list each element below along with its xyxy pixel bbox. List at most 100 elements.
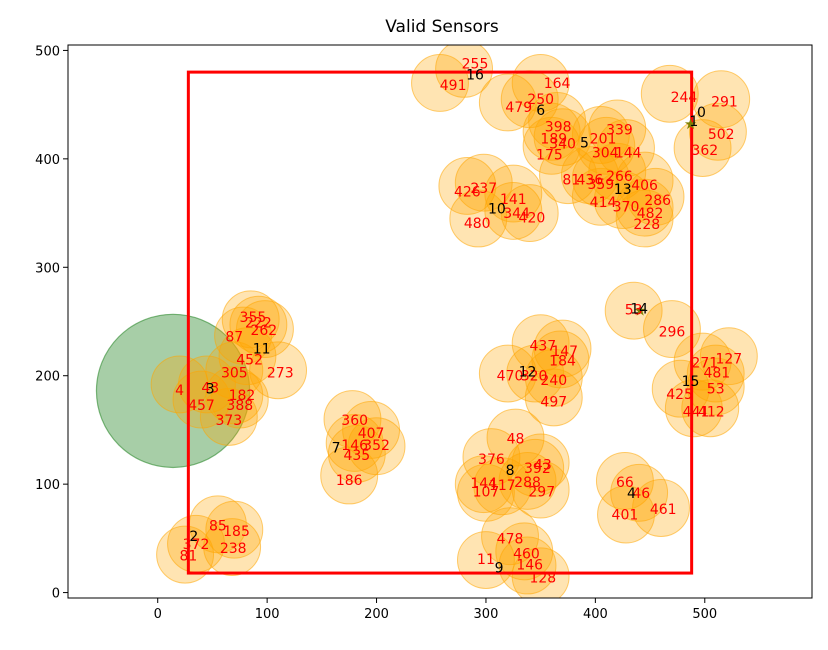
sensor-circle (486, 408, 545, 467)
sensor-label: 46 (632, 486, 650, 502)
sensor-label: 355 (240, 310, 267, 326)
sensor-circle (560, 146, 619, 205)
y-tick-label: 400 (35, 153, 60, 168)
cluster-label: 13 (614, 182, 632, 198)
sensor-label: 414 (590, 195, 617, 211)
y-tick-label: 500 (35, 44, 60, 59)
sensor-circle (626, 167, 685, 226)
sensor-circle (205, 341, 264, 400)
sensor-label: 164 (544, 76, 571, 92)
sensor-label: 291 (711, 94, 738, 110)
sensor-label: 425 (666, 387, 693, 403)
sensor-circle (205, 366, 264, 425)
y-tick-label: 0 (52, 587, 60, 602)
cluster-label: 9 (495, 561, 504, 577)
sensor-circle (686, 357, 745, 416)
sensor-label: 266 (606, 169, 633, 185)
sensor-label: 305 (221, 365, 248, 381)
sensor-circle (205, 500, 264, 559)
sensor-label: 189 (540, 131, 567, 147)
cluster-label: 12 (519, 364, 537, 380)
sensor-label: 461 (650, 502, 677, 518)
sensor-label: 420 (519, 210, 546, 226)
cluster-label: 6 (536, 103, 545, 119)
sensor-label: 238 (220, 541, 247, 557)
sensor-circle (699, 327, 758, 386)
sensor-label: 344 (503, 206, 530, 222)
sensor-circle (664, 379, 723, 438)
sensor-circle (327, 424, 386, 483)
sensor-label: 437 (529, 338, 556, 354)
cluster-label: 14 (630, 301, 648, 317)
sensor-label: 398 (545, 119, 572, 135)
cluster-label: 8 (506, 463, 515, 479)
sensor-label: 376 (478, 452, 505, 468)
cluster-label: 10 (488, 202, 506, 218)
boundary-rectangle (186, 70, 694, 575)
sensor-label: 320 (521, 369, 548, 385)
sensor-label: 141 (500, 192, 527, 208)
sensor-label: 147 (551, 344, 578, 360)
sensor-circle (156, 525, 215, 584)
sensor-label: 144 (470, 476, 497, 492)
x-tick-label: 0 (154, 607, 162, 622)
sensor-label: 66 (616, 475, 634, 491)
sensor-circle (478, 73, 537, 132)
x-tick-label: 200 (364, 607, 389, 622)
sensor-label: 175 (536, 148, 563, 164)
sensor-label: 441 (683, 404, 710, 420)
sensor-circle (500, 184, 559, 243)
sensor-circle (651, 359, 710, 418)
sensor-circle (643, 300, 701, 359)
sensor-label: 185 (223, 524, 250, 540)
sensor-label: 491 (440, 78, 467, 94)
y-tick-label: 300 (35, 261, 60, 276)
sensor-circle (524, 348, 583, 407)
sensor-circle (506, 344, 565, 403)
sensor-label: 426 (454, 184, 481, 200)
sensor-circle (498, 451, 557, 510)
sensor-label: 406 (631, 178, 658, 194)
sensor-label: 250 (527, 92, 554, 108)
sensor-label: 81 (179, 549, 197, 565)
sensor-label: 388 (226, 398, 253, 414)
sensor-label: 87 (225, 330, 243, 346)
sensor-label: 407 (358, 426, 385, 442)
y-tick-label: 200 (35, 370, 60, 385)
sensor-circle (571, 149, 630, 208)
sensor-circle (681, 379, 740, 438)
sensor-label: 339 (606, 123, 633, 139)
sensor-label: 502 (708, 127, 735, 143)
sensor-label: 146 (341, 438, 368, 454)
sensor-circle (498, 536, 557, 595)
sensor-label: 237 (470, 181, 497, 197)
sensor-circle (588, 99, 647, 158)
sensor-label: 182 (229, 388, 256, 404)
sensor-label: 479 (505, 100, 532, 116)
sensor-circle (522, 102, 581, 161)
sensor-label: 53 (625, 303, 643, 319)
sensor-circle (203, 518, 262, 576)
chart-title: Valid Sensors (385, 17, 499, 37)
sensor-circle (235, 300, 294, 359)
sensor-label: 43 (534, 458, 552, 474)
sensor-circle (511, 433, 570, 492)
sensor-circle (539, 146, 597, 205)
sensor-label: 81 (562, 172, 580, 188)
x-tick-label: 400 (583, 607, 608, 622)
sensor-label: 392 (524, 461, 551, 477)
sensor-label: 201 (590, 131, 617, 147)
sensor-circle (511, 460, 570, 519)
sensor-label: 11 (477, 552, 495, 568)
sensor-label: 362 (691, 143, 718, 159)
sensor-circle (604, 281, 663, 340)
sensor-label: 286 (644, 193, 671, 209)
sensor-label: 43 (201, 381, 219, 397)
sensor-circle (484, 164, 543, 223)
sensor-circle (688, 102, 747, 161)
sensor-circle (438, 157, 497, 215)
cluster-label: 1 (689, 114, 698, 130)
